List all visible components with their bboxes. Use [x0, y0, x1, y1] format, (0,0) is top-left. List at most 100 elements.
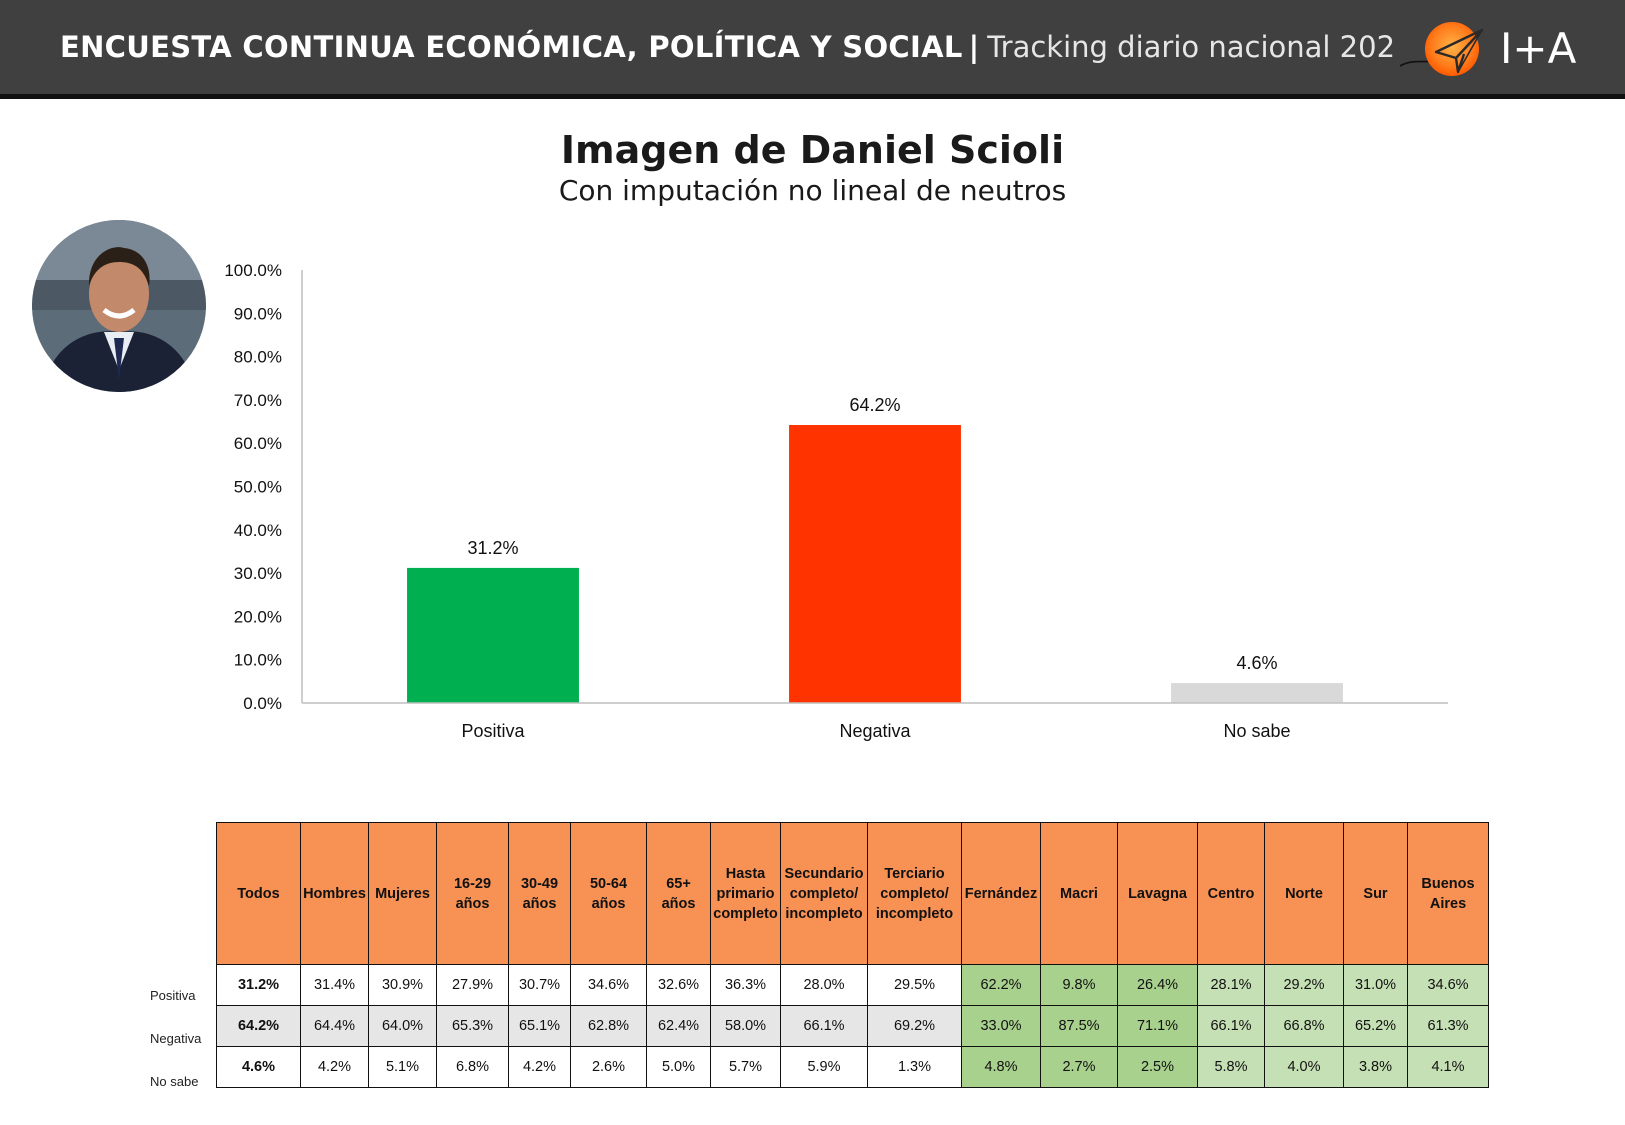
table-cell: 4.2% [300, 1046, 369, 1088]
x-axis-category-labels: Positiva Negativa No sabe [461, 721, 1290, 741]
header-separator: | [968, 30, 980, 64]
column-header: Fernández [961, 822, 1041, 965]
column-header: Lavagna [1117, 822, 1198, 965]
table-cell: 31.2% [216, 964, 301, 1006]
bars [407, 425, 1343, 703]
y-tick-label: 20.0% [234, 607, 282, 626]
table-cell: 5.1% [368, 1046, 437, 1088]
table-cell: 66.1% [780, 1005, 868, 1047]
column-header: 65+ años [646, 822, 711, 965]
y-tick-label: 90.0% [234, 304, 282, 323]
y-tick-label: 80.0% [234, 348, 282, 367]
table-cell: 64.4% [300, 1005, 369, 1047]
table-cell: 29.2% [1264, 964, 1344, 1006]
bar-positiva [407, 567, 579, 703]
y-tick-label: 60.0% [234, 434, 282, 453]
table-cell: 30.7% [508, 964, 571, 1006]
table-cell: 2.6% [570, 1046, 647, 1088]
column-header: Todos [216, 822, 301, 965]
table-row-negativa: 64.2% 64.4% 64.0% 65.3% 65.1% 62.8% 62.4% 58.0%… [216, 1005, 1489, 1047]
table-cell: 65.2% [1343, 1005, 1408, 1047]
value-label-no-sabe: 4.6% [1236, 653, 1277, 673]
header-title-light: Tracking diario nacional 202 [987, 30, 1396, 64]
bar-value-labels: 31.2% 64.2% 4.6% [467, 395, 1277, 673]
table-cell: 62.4% [646, 1005, 711, 1047]
column-header: 50-64 años [570, 822, 647, 965]
row-label-negativa: Negativa [150, 1031, 202, 1046]
table-cell: 69.2% [867, 1005, 962, 1047]
table-cell: 29.5% [867, 964, 962, 1006]
table-cell: 58.0% [710, 1005, 781, 1047]
column-header: 30-49 años [508, 822, 571, 965]
table-cell: 4.1% [1407, 1046, 1489, 1088]
header-bar: ENCUESTA CONTINUA ECONÓMICA, POLÍTICA Y … [0, 0, 1625, 99]
bar-no-sabe [1171, 683, 1343, 703]
brand-logo: I+A [1396, 14, 1586, 84]
table-cell: 2.5% [1117, 1046, 1198, 1088]
crosstab-table: Todos Hombres Mujeres 16-29 años 30-49 años 50-… [216, 822, 1489, 1088]
table-cell: 26.4% [1117, 964, 1198, 1006]
y-tick-label: 50.0% [234, 478, 282, 497]
table-cell: 71.1% [1117, 1005, 1198, 1047]
column-header: Mujeres [368, 822, 437, 965]
header-title-bold: ENCUESTA CONTINUA ECONÓMICA, POLÍTICA Y … [60, 30, 963, 64]
y-tick-label: 40.0% [234, 521, 282, 540]
bar-negativa [789, 425, 961, 703]
column-header: Secundario completo/incompleto [780, 822, 868, 965]
category-label-negativa: Negativa [839, 721, 911, 741]
column-header: Terciario completo/incompleto [867, 822, 962, 965]
table-cell: 66.1% [1197, 1005, 1265, 1047]
table-cell: 5.8% [1197, 1046, 1265, 1088]
table-row-no-sabe: 4.6% 4.2% 5.1% 6.8% 4.2% 2.6% 5.0% 5.7% 5.9% 1.3%… [216, 1046, 1489, 1088]
chart-subtitle: Con imputación no lineal de neutros [558, 174, 1067, 207]
table-cell: 65.1% [508, 1005, 571, 1047]
value-label-negativa: 64.2% [849, 395, 900, 415]
table-cell: 6.8% [436, 1046, 509, 1088]
table-cell: 65.3% [436, 1005, 509, 1047]
table-cell: 4.8% [961, 1046, 1041, 1088]
column-header: 16-29 años [436, 822, 509, 965]
paper-plane-sun-icon [1399, 22, 1484, 76]
y-tick-label: 100.0% [224, 261, 282, 280]
table-cell: 27.9% [436, 964, 509, 1006]
table-cell: 34.6% [570, 964, 647, 1006]
y-tick-label: 70.0% [234, 391, 282, 410]
table-cell: 64.0% [368, 1005, 437, 1047]
header-title: ENCUESTA CONTINUA ECONÓMICA, POLÍTICA Y … [60, 30, 1395, 64]
table-cell: 5.0% [646, 1046, 711, 1088]
column-header: Centro [1197, 822, 1265, 965]
table-cell: 9.8% [1040, 964, 1118, 1006]
y-axis-tick-labels: 0.0% 10.0% 20.0% 30.0% 40.0% 50.0% 60.0% 70.0% 8… [224, 261, 282, 713]
table-cell: 33.0% [961, 1005, 1041, 1047]
row-label-no-sabe: No sabe [150, 1074, 199, 1089]
chart-title: Imagen de Daniel Scioli [560, 128, 1065, 172]
table-cell: 4.0% [1264, 1046, 1344, 1088]
table-cell: 62.8% [570, 1005, 647, 1047]
table-cell: 5.7% [710, 1046, 781, 1088]
table-cell: 2.7% [1040, 1046, 1118, 1088]
logo-text: I+A [1500, 24, 1577, 73]
category-label-no-sabe: No sabe [1223, 721, 1290, 741]
y-tick-label: 0.0% [243, 694, 282, 713]
table-cell: 31.0% [1343, 964, 1408, 1006]
column-header: Hasta primario completo [710, 822, 781, 965]
table-cell: 28.1% [1197, 964, 1265, 1006]
y-tick-label: 10.0% [234, 651, 282, 670]
y-tick-label: 30.0% [234, 564, 282, 583]
table-cell: 64.2% [216, 1005, 301, 1047]
table-cell: 31.4% [300, 964, 369, 1006]
table-cell: 5.9% [780, 1046, 868, 1088]
table-cell: 61.3% [1407, 1005, 1489, 1047]
table-cell: 30.9% [368, 964, 437, 1006]
table-cell: 66.8% [1264, 1005, 1344, 1047]
table-cell: 28.0% [780, 964, 868, 1006]
row-label-positiva: Positiva [150, 988, 196, 1003]
table-row-positiva: 31.2% 31.4% 30.9% 27.9% 30.7% 34.6% 32.6% 36.3%… [216, 964, 1489, 1006]
table-cell: 87.5% [1040, 1005, 1118, 1047]
table-cell: 1.3% [867, 1046, 962, 1088]
column-header: Hombres [300, 822, 369, 965]
column-header: Buenos Aires [1407, 822, 1489, 965]
bar-chart: 0.0% 10.0% 20.0% 30.0% 40.0% 50.0% 60.0% 70.0% 8… [224, 261, 1448, 741]
column-header: Norte [1264, 822, 1344, 965]
table-cell: 4.2% [508, 1046, 571, 1088]
